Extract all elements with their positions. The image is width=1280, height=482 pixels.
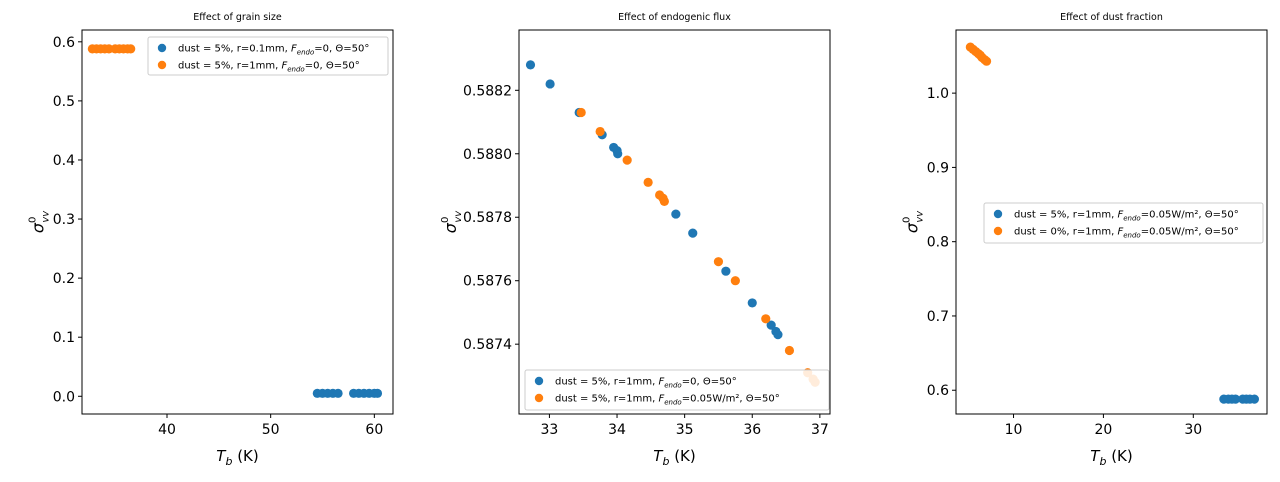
legend: dust = 5%, r=1mm, Fendo=0, Θ=50° dust = 5…: [524, 369, 830, 411]
y-tick-label: 0.0: [53, 389, 75, 405]
x-axis-label: Tb (K): [216, 447, 258, 468]
x-tick-label: 40: [158, 422, 176, 438]
x-tick-label: 60: [365, 422, 383, 438]
data-point: [761, 314, 771, 324]
data-point: [713, 257, 724, 267]
x-tick-label: 30: [1184, 422, 1202, 438]
x-tick-label: 20: [1094, 422, 1112, 438]
data-point: [643, 177, 653, 187]
data-point: [126, 44, 136, 54]
x-tick-label: 50: [262, 422, 280, 438]
data-point: [730, 276, 740, 286]
data-point: [747, 298, 757, 308]
data-point: [622, 155, 632, 165]
data-point: [721, 266, 731, 276]
x-tick-label: 33: [541, 422, 559, 438]
legend-marker: [993, 226, 1003, 236]
legend-marker: [157, 43, 167, 53]
legend: dust = 5%, r=1mm, Fendo=0.05W/m², Θ=50° d…: [983, 202, 1264, 244]
legend-label: dust = 0%, r=1mm, Fendo=0.05W/m², Θ=50°: [1014, 227, 1239, 240]
plot-frame: [518, 29, 831, 415]
y-tick-label: 0.3: [53, 212, 75, 228]
y-tick-label: 0.5878: [463, 210, 512, 226]
x-tick-label: 37: [811, 422, 829, 438]
chart-title: Effect of endogenic flux: [618, 12, 731, 23]
y-tick-label: 0.5: [53, 94, 75, 110]
legend-box: [147, 36, 389, 76]
data-point: [595, 126, 605, 137]
legend-box: [524, 369, 830, 411]
series-2: [965, 42, 992, 66]
data-point: [525, 60, 536, 70]
legend-marker: [157, 60, 167, 70]
data-point: [766, 320, 776, 330]
x-tick-label: 35: [676, 422, 694, 438]
plot-frame: [955, 29, 1268, 415]
legend: dust = 5%, r=0.1mm, Fendo=0, Θ=50° dust =…: [147, 36, 389, 76]
subplot-2: Effect of endogenic flux 33 34 35 36 37 0.5874…: [440, 12, 831, 468]
y-tick-label: 0.4: [53, 153, 75, 169]
legend-marker: [993, 209, 1003, 219]
data-point: [671, 209, 681, 219]
legend-label: dust = 5%, r=1mm, Fendo=0.05W/m², Θ=50°: [555, 394, 780, 407]
y-tick-label: 0.7: [927, 309, 949, 325]
data-point: [613, 149, 623, 159]
data-point: [784, 345, 795, 356]
y-tick-label: 0.9: [927, 160, 949, 176]
series-2: [87, 44, 136, 54]
chart-title: Effect of grain size: [193, 12, 282, 23]
legend-marker: [534, 376, 544, 386]
data-point: [773, 330, 783, 340]
y-tick-label: 0.8: [927, 235, 949, 251]
legend-label: dust = 5%, r=1mm, Fendo=0.05W/m², Θ=50°: [1014, 210, 1239, 223]
legend-marker: [534, 393, 544, 403]
y-tick-label: 0.1: [53, 330, 75, 346]
y-tick-label: 0.5880: [463, 147, 512, 163]
y-tick-label: 0.6: [53, 35, 75, 51]
data-point: [659, 196, 669, 206]
series-1: [1219, 394, 1260, 404]
y-tick-label: 1.0: [927, 86, 949, 102]
y-tick-label: 0.5874: [463, 337, 512, 353]
x-axis-label: Tb (K): [1090, 447, 1132, 468]
plot-frame: [81, 29, 394, 415]
x-tick-label: 34: [608, 422, 626, 438]
legend-label: dust = 5%, r=0.1mm, Fendo=0, Θ=50°: [178, 44, 369, 57]
x-tick-label: 10: [1005, 422, 1023, 438]
data-point: [576, 107, 586, 118]
y-axis-label: σ0 vv: [27, 210, 51, 233]
chart-title: Effect of dust fraction: [1060, 12, 1163, 23]
y-axis-label: σ0 vv: [901, 210, 925, 233]
data-point: [333, 388, 343, 398]
data-point: [372, 388, 383, 398]
legend-label: dust = 5%, r=1mm, Fendo=0, Θ=50°: [555, 377, 737, 390]
subplot-1: Effect of grain size 40 50 60 0.0 0.1 0.2 0.3 0.…: [27, 12, 394, 468]
legend-box: [983, 202, 1264, 244]
y-tick-label: 0.2: [53, 271, 75, 287]
x-tick-label: 36: [743, 422, 761, 438]
series-1: [312, 388, 383, 398]
data-point: [545, 79, 555, 89]
x-axis-label: Tb (K): [653, 447, 695, 468]
y-tick-label: 0.5876: [463, 274, 512, 290]
y-tick-label: 0.5882: [463, 83, 512, 99]
y-axis-label: σ0 vv: [440, 210, 464, 233]
data-point: [688, 228, 698, 238]
data-point: [981, 56, 992, 66]
legend-label: dust = 5%, r=1mm, Fendo=0, Θ=50°: [178, 61, 360, 74]
data-point: [1230, 394, 1241, 404]
y-tick-label: 0.6: [927, 383, 949, 399]
data-point: [1249, 394, 1260, 404]
subplot-3: Effect of dust fraction 10 20 30 0.6 0.7 0.8 0.…: [901, 12, 1268, 468]
series-1: [525, 60, 783, 340]
